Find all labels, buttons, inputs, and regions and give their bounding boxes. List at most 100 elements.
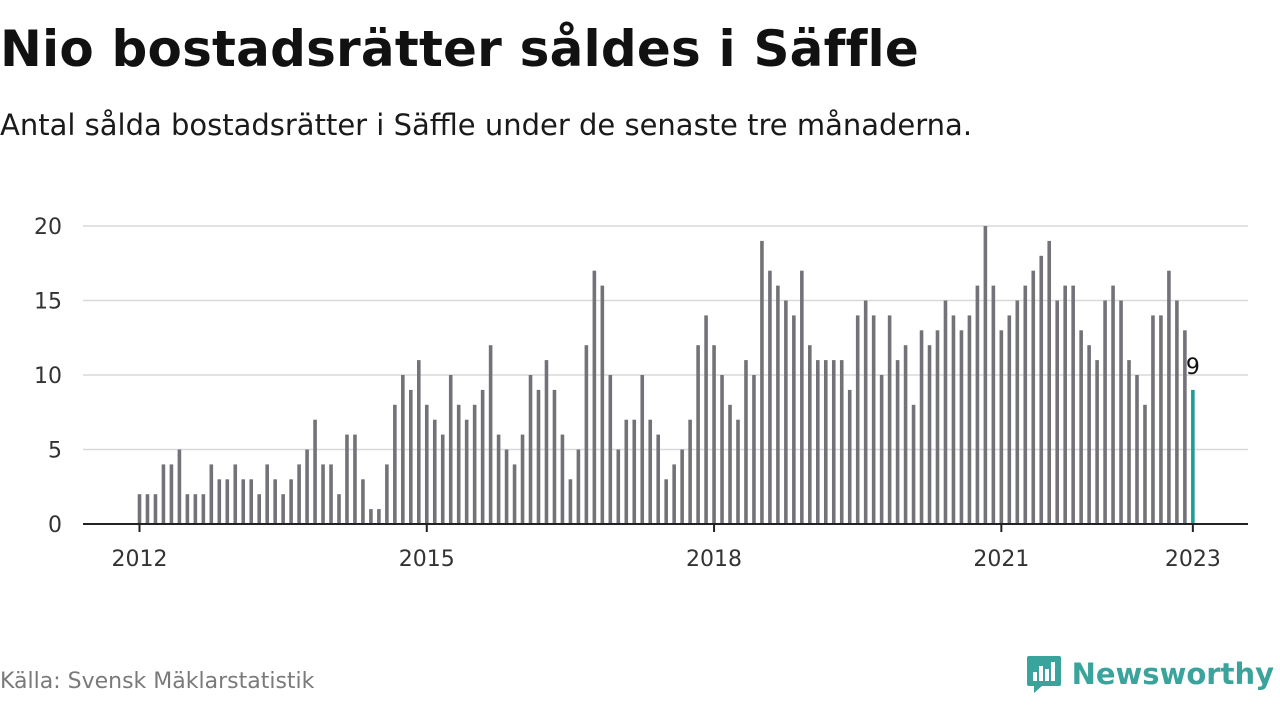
bar bbox=[1015, 300, 1020, 524]
bar bbox=[201, 494, 206, 524]
bar bbox=[137, 494, 142, 524]
bar bbox=[504, 449, 509, 524]
bar bbox=[281, 494, 285, 524]
data-label-latest: 9 bbox=[1186, 355, 1200, 380]
bar bbox=[728, 404, 732, 524]
bar bbox=[648, 419, 653, 524]
bar bbox=[672, 464, 676, 524]
bar bbox=[385, 464, 389, 524]
bar bbox=[720, 375, 724, 524]
bar bbox=[289, 479, 293, 524]
bar bbox=[432, 419, 437, 524]
y-tick-label: 5 bbox=[48, 439, 62, 464]
bar bbox=[440, 434, 445, 524]
bar bbox=[736, 419, 740, 524]
bar bbox=[1183, 330, 1187, 524]
bars bbox=[137, 226, 1195, 525]
bar bbox=[568, 479, 573, 524]
bar bbox=[863, 300, 868, 524]
bar bbox=[520, 434, 525, 524]
bar bbox=[823, 360, 828, 524]
bar bbox=[792, 315, 796, 524]
axes: 0 5 10 15 20 9 2012 2015 2018 2021 2023 bbox=[34, 215, 1248, 572]
bar bbox=[217, 479, 222, 524]
bar bbox=[768, 270, 772, 524]
bar bbox=[225, 479, 230, 524]
bar bbox=[265, 464, 269, 524]
bar bbox=[847, 389, 852, 524]
bar bbox=[959, 330, 964, 524]
bar bbox=[839, 360, 844, 524]
bar bbox=[233, 464, 238, 524]
bar bbox=[1159, 315, 1163, 524]
bar bbox=[145, 494, 150, 524]
bar bbox=[608, 375, 613, 524]
bar bbox=[696, 345, 700, 524]
bar bbox=[321, 464, 325, 524]
bar bbox=[528, 375, 533, 524]
bar bbox=[1095, 360, 1099, 524]
bar bbox=[887, 315, 892, 524]
bar bbox=[1007, 315, 1012, 524]
bar bbox=[592, 270, 597, 524]
bar bbox=[808, 345, 812, 524]
bar bbox=[409, 389, 413, 524]
bar bbox=[1127, 360, 1131, 524]
bar bbox=[704, 315, 708, 524]
brand-name: Newsworthy bbox=[1071, 657, 1274, 691]
bar bbox=[313, 419, 317, 524]
bar bbox=[816, 360, 820, 524]
bar bbox=[424, 404, 429, 524]
x-tick-label: 2021 bbox=[973, 547, 1029, 572]
bar bbox=[1055, 300, 1059, 524]
y-tick-label: 10 bbox=[34, 364, 62, 389]
bar bbox=[185, 494, 190, 524]
bar bbox=[369, 509, 373, 524]
bar bbox=[999, 330, 1004, 524]
bar bbox=[744, 360, 748, 524]
bar bbox=[1151, 315, 1155, 524]
bar bbox=[919, 330, 924, 524]
bar bbox=[297, 464, 301, 524]
bar bbox=[1047, 240, 1052, 524]
newsworthy-logo[interactable]: Newsworthy bbox=[1026, 654, 1274, 694]
bar bbox=[943, 300, 948, 524]
chart-subtitle: Antal sålda bostadsrätter i Säffle under… bbox=[0, 108, 973, 142]
bar bbox=[377, 509, 381, 524]
bar bbox=[464, 419, 469, 524]
bar bbox=[983, 226, 988, 524]
bar bbox=[680, 449, 684, 524]
y-tick-label: 0 bbox=[48, 513, 62, 538]
bar bbox=[249, 479, 254, 524]
bar bbox=[417, 360, 421, 524]
bar bbox=[329, 464, 333, 524]
bar bbox=[903, 345, 908, 524]
bar bbox=[1079, 330, 1083, 524]
bar bbox=[1143, 404, 1147, 524]
bar bbox=[536, 389, 541, 524]
x-tick-label: 2023 bbox=[1165, 547, 1221, 572]
bar bbox=[951, 315, 956, 524]
bar bbox=[632, 419, 637, 524]
bar bbox=[153, 494, 158, 524]
bar bbox=[656, 434, 660, 524]
x-tick-label: 2012 bbox=[112, 547, 168, 572]
bar bbox=[752, 375, 756, 524]
bar bbox=[991, 285, 996, 524]
bar bbox=[967, 315, 972, 524]
bar bbox=[456, 404, 461, 524]
bar bbox=[975, 285, 980, 524]
bar bbox=[584, 345, 589, 524]
bar bbox=[1103, 300, 1107, 524]
bar bbox=[488, 345, 493, 524]
bar bbox=[600, 285, 605, 524]
chart-title: Nio bostadsrätter såldes i Säffle bbox=[0, 20, 919, 78]
bar bbox=[512, 464, 517, 524]
bar bbox=[552, 389, 557, 524]
bar bbox=[401, 375, 405, 524]
x-tick-label: 2018 bbox=[686, 547, 742, 572]
bar bbox=[1031, 270, 1036, 524]
bar bbox=[776, 285, 780, 524]
bar bbox=[361, 479, 365, 524]
bar bbox=[855, 315, 860, 524]
